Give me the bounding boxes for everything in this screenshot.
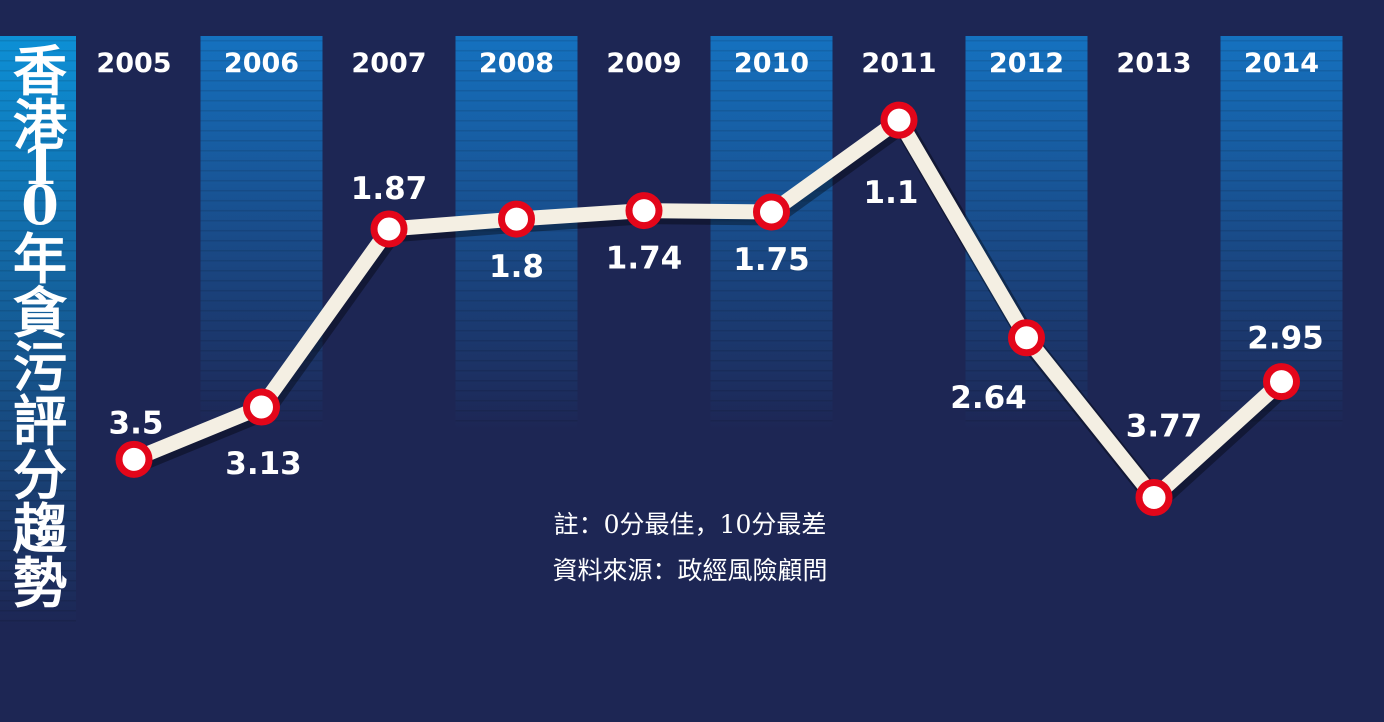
year-band-stripes-2010 [710, 36, 833, 430]
title-char: 分 [13, 443, 67, 507]
chart-title-text: 香港 1 0 年貪污評分趨勢 [13, 39, 68, 615]
year-label-2014: 2014 [1244, 48, 1319, 79]
data-point-2006 [243, 388, 280, 426]
data-point-2010 [753, 193, 790, 231]
title-band-stripes [0, 36, 76, 626]
data-label-2014: 2.95 [1247, 321, 1324, 357]
series-line-path [126, 112, 1289, 505]
data-point-2008 [498, 200, 535, 238]
year-label-2009: 2009 [606, 48, 681, 79]
year-label-2010: 2010 [734, 48, 809, 79]
data-label-2010: 1.75 [733, 242, 810, 278]
title-char: 0 [21, 173, 59, 237]
title-char: 香 [13, 39, 67, 103]
note-scoring: 註：0分最佳，10分最差 [554, 510, 827, 539]
data-label-2009: 1.74 [606, 241, 683, 277]
data-point-2014 [1263, 363, 1300, 401]
title-char: 港 [13, 93, 68, 157]
year-label-2012: 2012 [989, 48, 1064, 79]
data-markers [115, 101, 1300, 516]
data-label-2013: 3.77 [1126, 408, 1203, 444]
series-line [126, 112, 1294, 511]
note-source: 資料來源：政經風險顧問 [552, 556, 827, 585]
title-char: 年 [13, 227, 67, 291]
title-char: 污 [13, 335, 67, 399]
title-char: 勢 [13, 551, 67, 615]
data-label-2011: 1.1 [864, 175, 919, 211]
data-label-2005: 3.5 [109, 405, 164, 441]
chart-notes: 註：0分最佳，10分最差 資料來源：政經風險顧問 [552, 510, 827, 585]
year-band-stripes-2012 [965, 36, 1088, 430]
data-label-2006: 3.13 [225, 446, 302, 482]
title-char: 1 [21, 133, 59, 197]
data-label-2008: 1.8 [489, 249, 544, 285]
title-char: 趨 [13, 497, 67, 561]
data-point-2012 [1008, 319, 1045, 357]
year-label-2005: 2005 [96, 48, 171, 79]
data-point-2007 [370, 210, 408, 248]
title-char: 評 [13, 389, 67, 453]
data-point-2009 [625, 192, 663, 230]
year-label-2007: 2007 [351, 48, 426, 79]
year-band-stripes-2006 [200, 36, 323, 430]
year-label-2013: 2013 [1116, 48, 1191, 79]
x-axis-year-labels: 2005 2006 2007 2008 2009 2010 2011 2012 2013 2014 [96, 48, 1319, 79]
data-point-2005 [115, 440, 153, 478]
year-label-2006: 2006 [224, 48, 299, 79]
chart-title: 香港 1 0 年貪污評分趨勢 [0, 36, 76, 626]
data-label-2007: 1.87 [351, 171, 428, 207]
data-point-2013 [1135, 478, 1173, 516]
data-point-2011 [880, 101, 918, 139]
data-labels: 3.5 3.13 1.87 1.8 1.74 1.75 1.1 2.64 3.77 2.95 [109, 171, 1324, 482]
year-label-2008: 2008 [479, 48, 554, 79]
year-label-2011: 2011 [861, 48, 936, 79]
data-label-2012: 2.64 [950, 380, 1027, 416]
title-char: 貪 [13, 281, 68, 345]
